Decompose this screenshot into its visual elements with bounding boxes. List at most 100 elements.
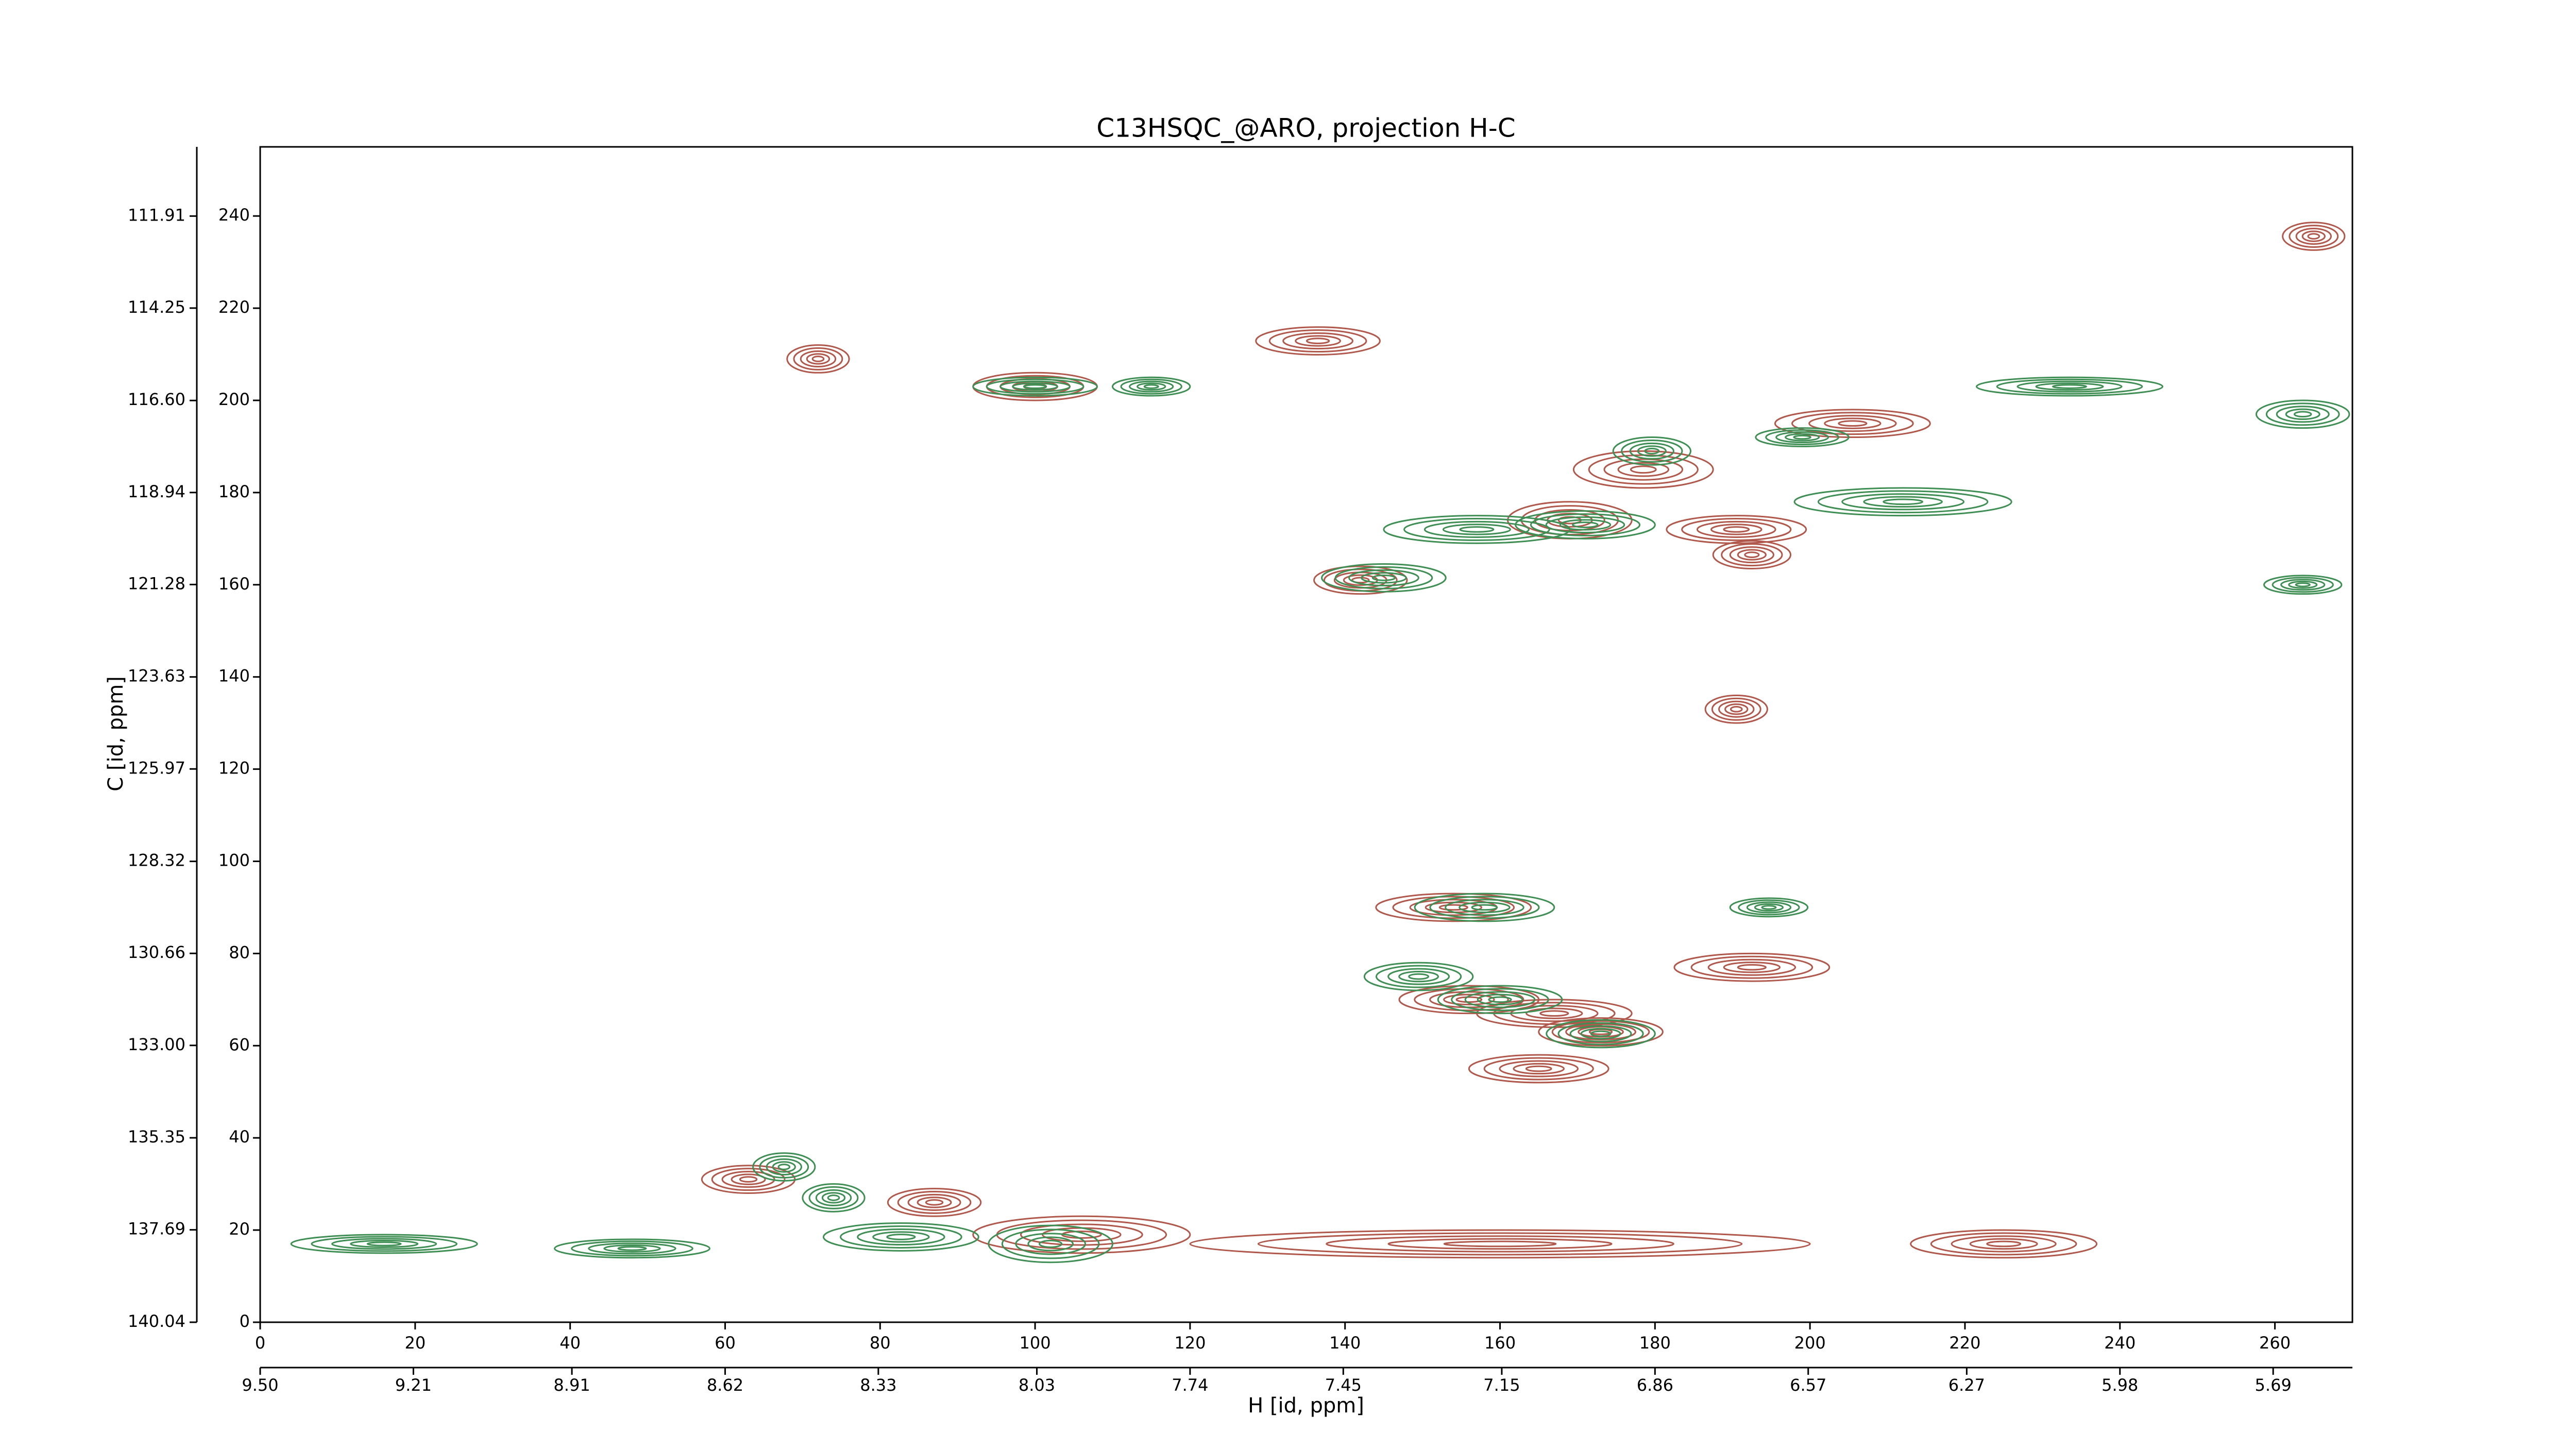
contour-level xyxy=(1020,1223,1143,1246)
contour-level xyxy=(1129,380,1174,393)
contour-level xyxy=(1443,1240,1557,1248)
contour-level xyxy=(290,1234,478,1254)
contour-level xyxy=(822,1222,979,1252)
contour-level xyxy=(1637,445,1667,457)
contour-level xyxy=(1429,896,1540,919)
peak xyxy=(972,376,1098,397)
contour-level xyxy=(350,1239,419,1248)
y2-tick-label: 140.04 xyxy=(128,1311,185,1331)
y-tick-label: 100 xyxy=(218,850,250,870)
contour-level xyxy=(603,1244,661,1253)
contours xyxy=(290,222,2350,1263)
contour-level xyxy=(1817,490,1989,514)
peak xyxy=(1414,892,1555,922)
contour-level xyxy=(1710,524,1762,535)
contour-level xyxy=(711,1168,786,1191)
contour-level xyxy=(886,1234,916,1240)
x2-tick-label: 9.50 xyxy=(242,1375,278,1395)
contour-level xyxy=(766,1158,802,1176)
contour-level xyxy=(1459,526,1495,533)
contour-level xyxy=(1863,496,1943,508)
contour-level xyxy=(2280,579,2326,591)
contour-level xyxy=(1423,520,1530,538)
contour-level xyxy=(1775,431,1829,444)
contour-level xyxy=(554,1238,710,1259)
peak xyxy=(1111,376,1191,397)
contour-level xyxy=(1361,572,1407,584)
contour-level xyxy=(1630,465,1657,474)
y2-tick-label: 114.25 xyxy=(128,297,185,317)
contour-level xyxy=(772,1161,796,1173)
contour-level xyxy=(1754,903,1784,912)
contour-level xyxy=(1477,993,1523,1006)
contour-level xyxy=(1666,515,1807,544)
x-tick-label: 260 xyxy=(2259,1333,2291,1353)
contour-level xyxy=(1414,892,1555,922)
peak xyxy=(1321,563,1447,593)
x-tick-label: 40 xyxy=(560,1333,581,1353)
y2-tick-label: 111.91 xyxy=(128,205,185,225)
contour-level xyxy=(1883,498,1924,506)
x-axis-label: H [id, ppm] xyxy=(1248,1394,1364,1418)
contour-level xyxy=(331,1238,437,1250)
contour-level xyxy=(1295,335,1341,347)
contour-level xyxy=(800,350,837,368)
contour-level xyxy=(1737,964,1767,971)
x-tick-label: 20 xyxy=(404,1333,426,1353)
x2-tick-label: 8.33 xyxy=(860,1375,896,1395)
contour-level xyxy=(1313,565,1408,595)
contour-level xyxy=(1707,958,1797,976)
contour-level xyxy=(759,1155,809,1178)
y2-tick-label: 125.97 xyxy=(128,758,185,778)
contour-level xyxy=(1572,521,1599,528)
contour-level xyxy=(571,1240,693,1257)
contour-level xyxy=(1375,965,1462,988)
contour-level xyxy=(1525,1065,1552,1072)
x2-tick-label: 9.21 xyxy=(395,1375,432,1395)
y2-tick-label: 135.35 xyxy=(128,1127,185,1147)
contour-level xyxy=(588,1242,676,1255)
peak xyxy=(887,1188,982,1217)
contour-level xyxy=(1841,493,1965,511)
contour-level xyxy=(1774,409,1931,439)
x2-tick-label: 8.91 xyxy=(553,1375,590,1395)
y2-tick-label: 118.94 xyxy=(128,482,185,501)
contour-level xyxy=(2295,228,2332,245)
contour-level xyxy=(2265,402,2340,426)
contour-level xyxy=(1012,382,1058,391)
contour-level xyxy=(872,1231,930,1243)
contour-level xyxy=(1513,1063,1565,1075)
y-tick-label: 200 xyxy=(218,390,250,409)
contour-level xyxy=(1590,1030,1612,1037)
y-tick-label: 140 xyxy=(218,666,250,686)
x2-tick-label: 8.03 xyxy=(1019,1375,1055,1395)
y-tick-label: 60 xyxy=(229,1035,250,1054)
contour-level xyxy=(1371,575,1396,581)
peak xyxy=(752,1152,816,1182)
contour-level xyxy=(311,1236,457,1252)
contour-level xyxy=(986,378,1084,395)
peak xyxy=(1546,1019,1656,1049)
x-tick-label: 220 xyxy=(1949,1333,1980,1353)
contour-level xyxy=(2282,222,2346,251)
x-tick-label: 160 xyxy=(1484,1333,1516,1353)
contour-level xyxy=(1321,563,1447,593)
x2-tick-label: 7.45 xyxy=(1325,1375,1362,1395)
contour-level xyxy=(752,1152,816,1182)
contour-level xyxy=(1023,384,1047,389)
contour-level xyxy=(1530,513,1641,536)
contour-level xyxy=(1001,1228,1100,1259)
contour-level xyxy=(1468,1054,1609,1084)
contour-level xyxy=(917,1197,952,1208)
x-tick-label: 180 xyxy=(1639,1333,1671,1353)
contour-level xyxy=(1729,897,1809,918)
x2-tick-label: 8.62 xyxy=(707,1375,743,1395)
contour-level xyxy=(2016,380,2123,393)
contour-level xyxy=(1565,1023,1636,1040)
y-tick-label: 80 xyxy=(229,942,250,962)
contour-level xyxy=(1255,326,1381,356)
peak xyxy=(1515,510,1656,540)
peak xyxy=(1437,985,1563,1015)
contour-level xyxy=(1257,1232,1743,1256)
chart-title: C13HSQC_@ARO, projection H-C xyxy=(1096,113,1515,143)
